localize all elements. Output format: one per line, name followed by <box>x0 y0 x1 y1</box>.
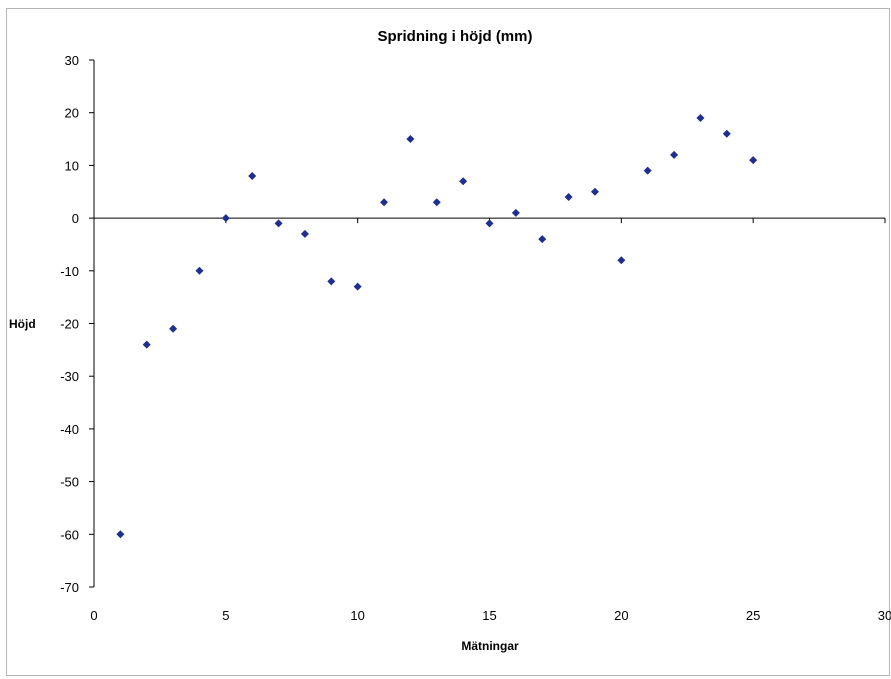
data-point <box>142 340 151 349</box>
data-point <box>459 177 468 186</box>
x-tick-label: 25 <box>746 608 760 623</box>
data-point <box>221 214 230 223</box>
y-tick-label: 10 <box>65 158 79 173</box>
y-tick-label: 20 <box>65 106 79 121</box>
data-points <box>116 113 758 539</box>
data-point <box>564 193 573 202</box>
x-tick-labels: 0 5 10 15 20 25 30 <box>90 608 891 623</box>
data-point <box>617 256 626 265</box>
data-point <box>643 166 652 175</box>
data-point <box>722 129 731 138</box>
data-point <box>511 208 520 217</box>
y-tick-label: -50 <box>60 475 79 490</box>
x-axis-label: Mätningar <box>461 639 519 653</box>
data-point <box>749 156 758 165</box>
y-axis-label: Höjd <box>9 317 36 331</box>
x-tick-label: 20 <box>614 608 628 623</box>
data-point <box>169 324 178 333</box>
x-tick-label: 15 <box>482 608 496 623</box>
data-point <box>248 171 257 180</box>
data-point <box>327 277 336 286</box>
data-point <box>590 187 599 196</box>
data-point <box>696 113 705 122</box>
chart-title: Spridning i höjd (mm) <box>378 28 533 45</box>
data-point <box>432 198 441 207</box>
x-tick-label: 10 <box>350 608 364 623</box>
data-point <box>300 229 309 238</box>
y-tick-label: 30 <box>65 53 79 68</box>
x-tick-label: 30 <box>878 608 891 623</box>
data-point <box>380 198 389 207</box>
x-tick-label: 0 <box>90 608 97 623</box>
y-tick-label: -30 <box>60 369 79 384</box>
y-tick-label: -60 <box>60 527 79 542</box>
y-tick-label: -20 <box>60 317 79 332</box>
data-point <box>116 530 125 539</box>
y-tick-label: 0 <box>72 211 79 226</box>
data-point <box>538 235 547 244</box>
data-point <box>195 266 204 275</box>
x-tick-label: 5 <box>222 608 229 623</box>
y-tick-labels: 30 20 10 0 -10 -20 -30 -40 -50 -60 -70 <box>60 53 79 595</box>
axes <box>89 59 886 588</box>
chart-frame <box>6 8 890 676</box>
data-point <box>406 135 415 144</box>
data-point <box>670 150 679 159</box>
y-tick-label: -70 <box>60 580 79 595</box>
y-tick-label: -40 <box>60 422 79 437</box>
y-tick-label: -10 <box>60 264 79 279</box>
data-point <box>353 282 362 291</box>
data-point <box>485 219 494 228</box>
data-point <box>274 219 283 228</box>
